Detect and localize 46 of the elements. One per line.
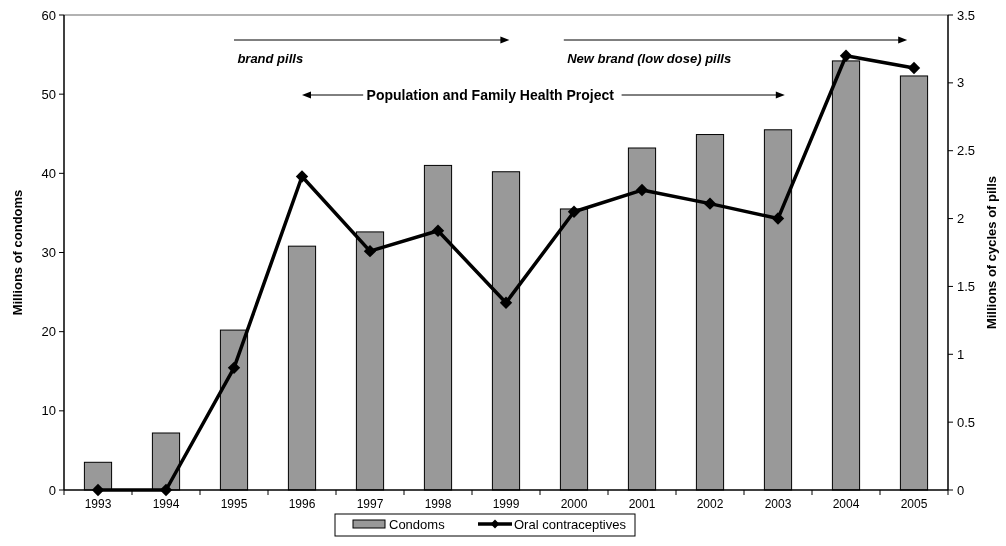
y-axis-title: Millions of condoms (10, 189, 25, 316)
legend-label: Condoms (389, 516, 446, 532)
y2-tick-label: 0 (957, 482, 965, 498)
y2-tick-label: 3.5 (957, 7, 976, 23)
y2-tick-label: 1.5 (957, 278, 976, 294)
x-tick-label: 2001 (628, 497, 656, 511)
y-tick-label: 30 (41, 245, 56, 261)
y-tick-label: 20 (41, 324, 56, 340)
point (295, 170, 309, 183)
point (499, 296, 513, 309)
point (363, 244, 377, 258)
x-tick-label: 1996 (288, 497, 316, 511)
y2-tick-label: 1 (957, 346, 965, 362)
point (567, 205, 581, 218)
y2-tick-label: 0.5 (957, 414, 976, 430)
y2-axis-title: Millions of cycles of pills (984, 175, 999, 330)
x-tick-label: 2004 (832, 497, 860, 511)
x-tick-label: 1995 (220, 497, 248, 511)
point (227, 361, 241, 375)
point (839, 49, 853, 62)
point (431, 224, 445, 237)
x-tick-label: 2003 (764, 497, 792, 511)
legend-label: Oral contraceptives (514, 516, 627, 532)
x-tick-label: 2002 (696, 497, 724, 511)
x-tick-label: 1994 (152, 497, 180, 511)
x-tick-label: 1993 (84, 497, 112, 511)
y-tick-label: 10 (41, 403, 56, 419)
y-tick-label: 50 (41, 86, 56, 102)
x-tick-label: 1997 (356, 497, 384, 511)
y2-tick-label: 2 (957, 211, 965, 227)
x-tick-label: 1998 (424, 497, 452, 511)
point (635, 183, 649, 197)
y2-tick-label: 2.5 (957, 143, 976, 159)
y-tick-label: 0 (48, 482, 56, 498)
x-tick-label: 2005 (900, 497, 928, 511)
y2-tick-label: 3 (957, 75, 965, 91)
y-tick-label: 40 (41, 165, 56, 181)
point (771, 212, 785, 225)
x-tick-label: 2000 (560, 497, 588, 511)
x-tick-label: 1999 (492, 497, 520, 511)
annotation: New brand (low dose) pills (567, 51, 732, 66)
annotation: Population and Family Health Project (366, 87, 615, 103)
point (907, 61, 921, 75)
point (703, 197, 717, 210)
y-tick-label: 60 (41, 7, 56, 23)
annotation: brand pills (237, 51, 304, 66)
